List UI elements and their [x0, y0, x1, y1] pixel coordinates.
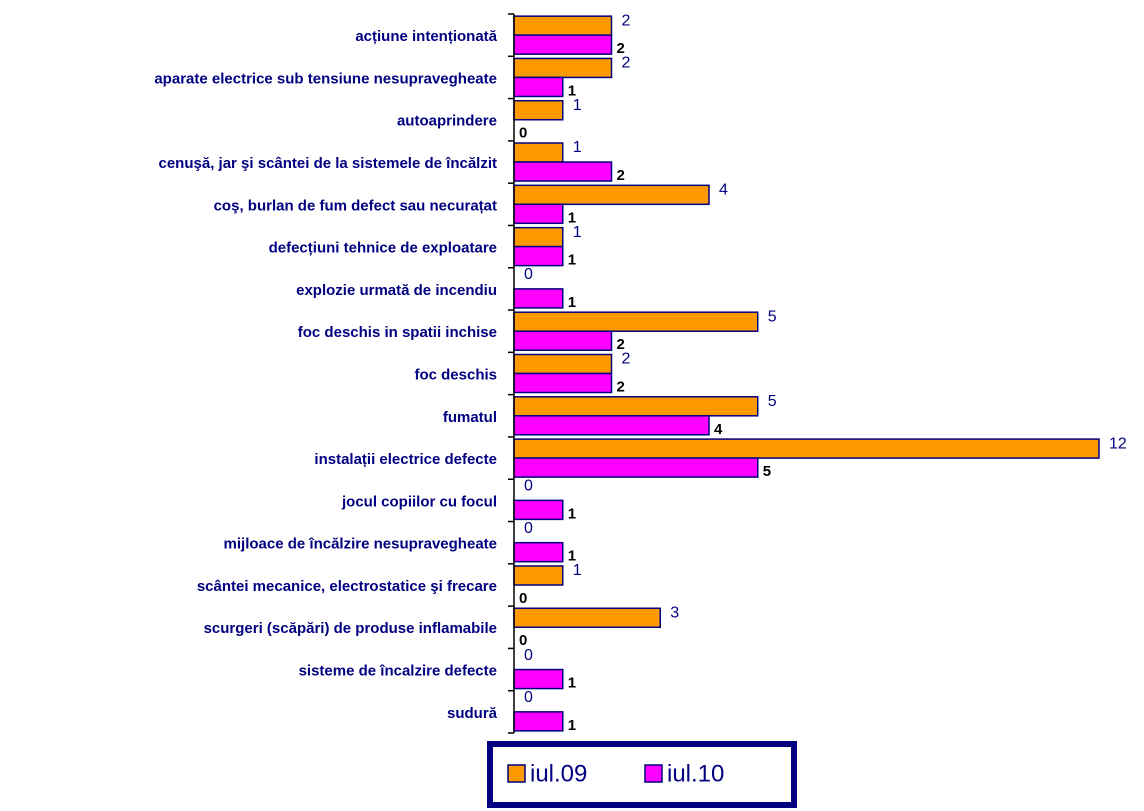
value-label: 1: [568, 675, 576, 692]
value-label: 0: [524, 478, 533, 495]
bar: [513, 499, 564, 521]
value-label: 0: [524, 266, 533, 283]
category-label: scurgeri (scăpări) de produse inflamabil…: [204, 620, 497, 637]
value-label: 1: [573, 562, 582, 579]
value-label: 5: [768, 308, 777, 325]
value-label: 12: [1109, 435, 1127, 452]
value-label: 1: [573, 139, 582, 156]
bar: [513, 99, 564, 121]
legend-swatch: [507, 764, 526, 783]
value-label: 1: [568, 548, 576, 565]
bar: [513, 245, 564, 267]
value-label: 5: [768, 393, 777, 410]
category-label: fumatul: [443, 409, 497, 426]
bar: [513, 565, 564, 586]
category-label: cenuşă, jar şi scântei de la sistemele d…: [159, 155, 498, 172]
legend-label: iul.10: [667, 760, 724, 787]
bar: [513, 288, 564, 309]
value-label: 1: [568, 505, 576, 522]
bar: [513, 311, 759, 332]
bar: [513, 541, 564, 563]
category-label: defecțiuni tehnice de exploatare: [269, 240, 497, 257]
value-label: 1: [568, 252, 576, 269]
category-label: explozie urmată de incendiu: [296, 282, 497, 299]
bar: [513, 76, 564, 98]
bar: [513, 142, 564, 163]
bar: [513, 457, 759, 478]
category-label: mijloace de încălzire nesupravegheate: [224, 536, 497, 553]
value-label: 2: [622, 55, 631, 72]
category-label: instalații electrice defecte: [314, 451, 497, 468]
value-label: 0: [519, 632, 527, 649]
value-label: 2: [617, 336, 625, 353]
legend-label: iul.09: [530, 760, 587, 787]
value-label: 0: [519, 590, 527, 607]
category-label: foc deschis: [414, 366, 497, 383]
legend-box: [487, 741, 797, 808]
category-label: aparate electrice sub tensiune nesuprave…: [154, 70, 497, 87]
bar: [513, 438, 1100, 459]
bar: [513, 415, 710, 436]
bar: [513, 203, 564, 225]
value-label: 0: [524, 520, 533, 537]
value-label: 1: [568, 209, 576, 226]
value-label: 0: [524, 689, 533, 706]
bar: [513, 34, 613, 55]
value-label: 2: [622, 12, 631, 29]
bar: [513, 184, 710, 206]
bar: [513, 711, 564, 732]
value-label: 0: [519, 125, 527, 142]
value-label: 2: [622, 351, 631, 368]
value-label: 2: [617, 40, 625, 57]
bar: [513, 668, 564, 690]
value-label: 2: [617, 167, 625, 184]
bar: [513, 607, 661, 629]
legend-swatch: [644, 764, 663, 783]
bar: [513, 353, 613, 375]
category-label: sisteme de încalzire defecte: [299, 663, 497, 680]
category-label: coş, burlan de fum defect sau necurațat: [214, 197, 497, 214]
category-label: jocul copiilor cu focul: [341, 493, 497, 510]
value-label: 5: [763, 463, 771, 480]
category-label: acțiune intenționată: [355, 28, 497, 45]
bar: [513, 226, 564, 248]
value-label: 1: [568, 717, 576, 734]
value-label: 0: [524, 647, 533, 664]
category-label: scântei mecanice, electrostatice şi frec…: [197, 578, 497, 595]
category-label: autoaprindere: [397, 113, 497, 130]
value-label: 4: [719, 182, 728, 199]
value-label: 3: [670, 604, 679, 621]
value-label: 1: [573, 97, 582, 114]
category-label: sudură: [447, 705, 498, 722]
bar: [513, 161, 613, 182]
value-label: 4: [714, 421, 723, 438]
bar: [513, 396, 759, 417]
value-label: 1: [573, 224, 582, 241]
bar: [513, 330, 613, 351]
bar: [513, 15, 613, 36]
value-label: 1: [568, 82, 576, 99]
value-label: 1: [568, 294, 576, 311]
bar: [513, 372, 613, 394]
bar: [513, 57, 613, 79]
category-label: foc deschis in spatii inchise: [298, 324, 497, 341]
value-label: 2: [617, 378, 625, 395]
